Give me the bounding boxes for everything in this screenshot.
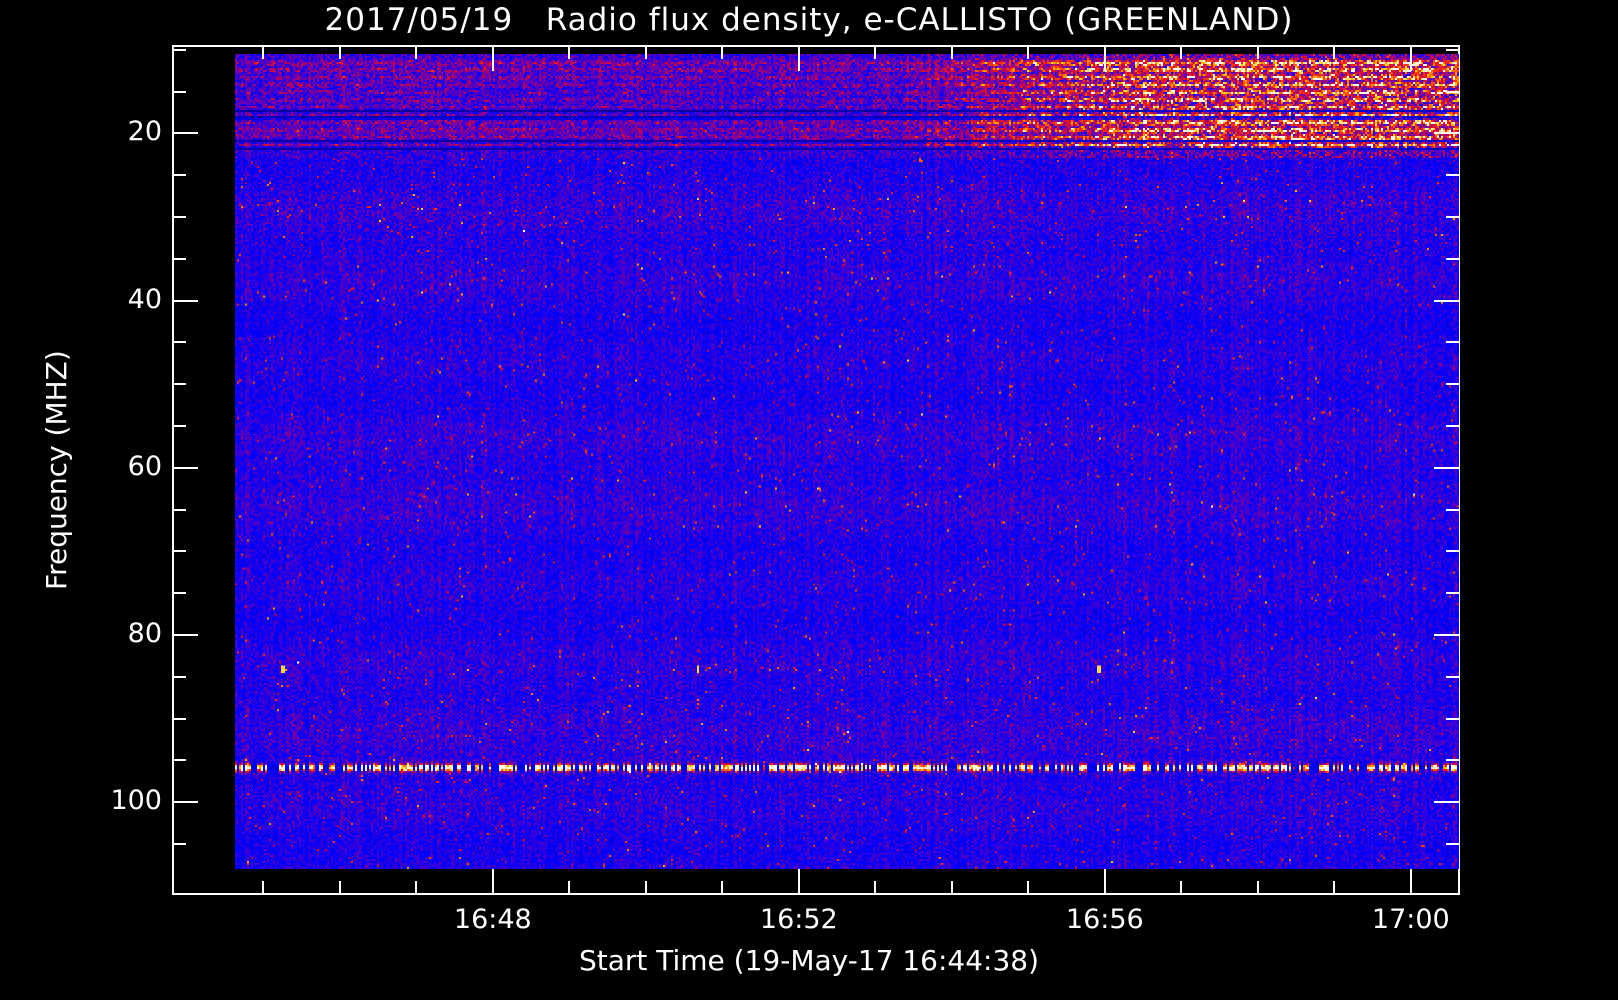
y-axis-minor-tick <box>172 842 186 845</box>
x-axis-major-tick-top <box>1409 45 1412 71</box>
x-axis-minor-tick <box>874 881 877 895</box>
x-axis-minor-tick-top <box>1333 45 1336 59</box>
x-axis-minor-tick-top <box>721 45 724 59</box>
y-axis-major-tick-right <box>1434 132 1460 135</box>
y-axis-minor-tick-right <box>1446 257 1460 260</box>
y-axis-minor-tick-right <box>1446 383 1460 386</box>
x-axis-minor-tick-top <box>338 45 341 59</box>
y-axis-minor-tick-right <box>1446 842 1460 845</box>
x-axis-minor-tick <box>415 881 418 895</box>
y-axis-major-tick-right <box>1434 466 1460 469</box>
y-axis-tick-label: 20 <box>127 116 162 148</box>
x-axis-major-tick-top <box>1103 45 1106 71</box>
y-axis-major-tick <box>172 299 198 302</box>
y-axis-minor-tick <box>172 48 186 51</box>
y-axis-major-tick-right <box>1434 801 1460 804</box>
y-axis-minor-tick <box>172 508 186 511</box>
x-axis-minor-tick <box>262 881 265 895</box>
x-axis-major-tick <box>491 869 494 895</box>
x-axis-major-tick-top <box>797 45 800 71</box>
x-axis-tick-label: 16:48 <box>453 904 532 935</box>
x-axis-minor-tick-top <box>262 45 265 59</box>
x-axis-minor-tick <box>1027 881 1030 895</box>
y-axis-major-tick-right <box>1434 299 1460 302</box>
spectrogram-image <box>235 54 1459 869</box>
y-axis-tick-label: 100 <box>110 785 162 817</box>
x-axis-tick-label: 16:52 <box>759 904 838 935</box>
x-axis-minor-tick-top <box>874 45 877 59</box>
y-axis-minor-tick <box>172 759 186 762</box>
x-axis-major-tick <box>1103 869 1106 895</box>
y-axis-minor-tick <box>172 216 186 218</box>
y-axis-minor-tick <box>172 550 186 553</box>
y-axis-minor-tick <box>172 90 186 93</box>
y-axis-minor-tick-right <box>1446 341 1460 344</box>
x-axis-minor-tick <box>1256 881 1259 895</box>
y-axis-minor-tick <box>172 717 186 720</box>
x-axis-minor-tick-top <box>1256 45 1259 59</box>
x-axis-minor-tick-top <box>644 45 647 59</box>
y-axis-minor-tick-right <box>1446 424 1460 427</box>
y-axis-minor-tick-right <box>1446 717 1460 720</box>
x-axis-minor-tick-top <box>1180 45 1183 59</box>
y-axis-minor-tick-right <box>1446 675 1460 678</box>
y-axis-minor-tick-right <box>1446 508 1460 511</box>
x-axis-minor-tick <box>1180 881 1183 895</box>
x-axis-major-tick <box>1409 869 1412 895</box>
y-axis-major-tick <box>172 466 198 469</box>
x-axis-minor-tick <box>338 881 341 895</box>
y-axis-minor-tick-right <box>1446 759 1460 762</box>
y-axis-minor-tick <box>172 383 186 386</box>
x-axis-minor-tick <box>1333 881 1336 895</box>
y-axis-minor-tick <box>172 592 186 595</box>
plot-frame <box>172 45 1460 895</box>
y-axis-minor-tick-right <box>1446 216 1460 218</box>
y-axis-minor-tick <box>172 174 186 177</box>
y-axis-minor-tick-right <box>1446 90 1460 93</box>
x-axis-tick-label: 16:56 <box>1065 904 1144 935</box>
y-axis-tick-label: 80 <box>127 617 162 649</box>
y-axis-major-tick <box>172 801 198 804</box>
y-axis-title: Frequency (MHZ) <box>40 350 73 590</box>
y-axis-tick-label: 60 <box>127 450 162 482</box>
y-axis-minor-tick <box>172 675 186 678</box>
y-axis-minor-tick <box>172 257 186 260</box>
x-axis-major-tick-top <box>491 45 494 71</box>
y-axis-minor-tick-right <box>1446 174 1460 177</box>
y-axis-major-tick <box>172 633 198 636</box>
y-axis-minor-tick-right <box>1446 48 1460 51</box>
y-axis-minor-tick <box>172 341 186 344</box>
spectrogram-canvas <box>235 54 1459 869</box>
x-axis-minor-tick <box>721 881 724 895</box>
x-axis-minor-tick <box>644 881 647 895</box>
y-axis-tick-label: 40 <box>127 283 162 315</box>
y-axis-major-tick <box>172 132 198 135</box>
x-axis-minor-tick <box>950 881 953 895</box>
y-axis-minor-tick-right <box>1446 592 1460 595</box>
x-axis-minor-tick <box>568 881 571 895</box>
y-axis-minor-tick-right <box>1446 550 1460 553</box>
x-axis-title: Start Time (19-May-17 16:44:38) <box>578 944 1040 977</box>
y-axis-major-tick-right <box>1434 633 1460 636</box>
page-title: 2017/05/19 Radio flux density, e-CALLIST… <box>324 2 1294 38</box>
x-axis-minor-tick-top <box>950 45 953 59</box>
y-axis-minor-tick <box>172 424 186 427</box>
x-axis-tick-label: 17:00 <box>1371 904 1450 935</box>
x-axis-minor-tick-top <box>415 45 418 59</box>
x-axis-minor-tick-top <box>1027 45 1030 59</box>
x-axis-minor-tick-top <box>568 45 571 59</box>
x-axis-major-tick <box>797 869 800 895</box>
